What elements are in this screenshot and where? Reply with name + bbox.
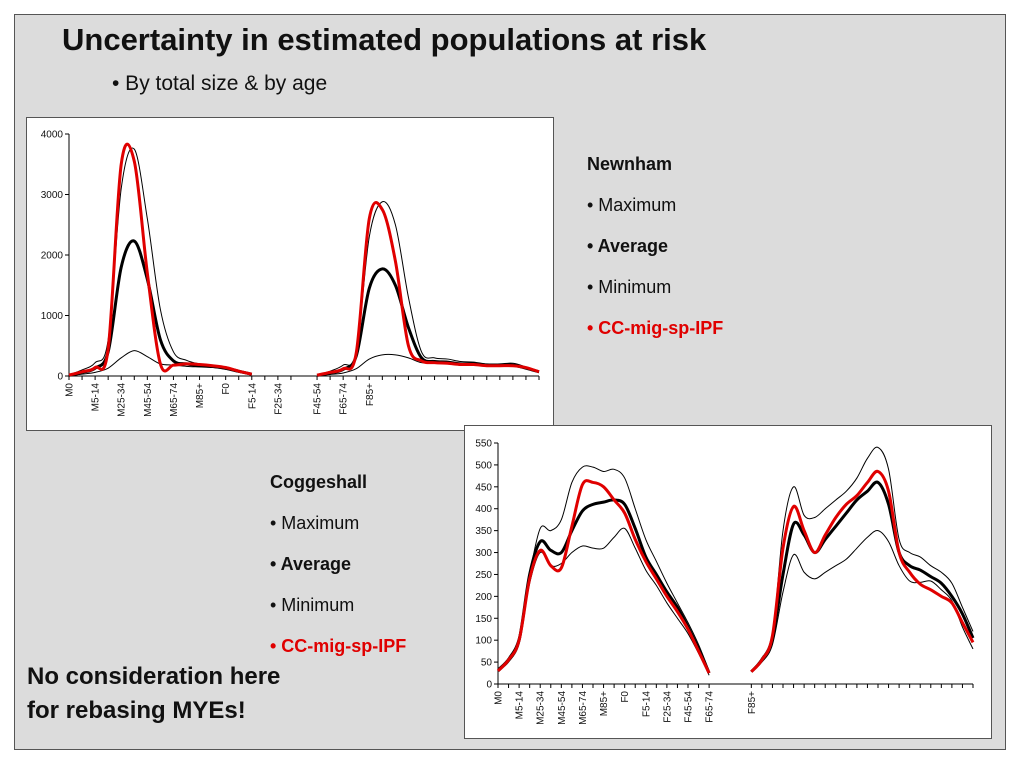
newnham-legend: Newnham • Maximum • Average • Minimum • … [587, 154, 723, 359]
x-tick-label: M45-54 [143, 383, 154, 417]
x-tick-label: F45-54 [313, 383, 324, 415]
legend-item-minimum: • Minimum [270, 595, 355, 615]
y-tick-label: 200 [475, 592, 492, 603]
y-tick-label: 450 [475, 482, 492, 493]
legend-item-maximum: • Maximum [270, 513, 360, 533]
x-tick-label: M5-14 [515, 691, 526, 720]
x-tick-label: M25-34 [117, 383, 128, 417]
y-tick-label: 300 [475, 548, 492, 559]
series-line-average-f [316, 267, 540, 377]
x-tick-label: F85+ [747, 691, 758, 714]
series-line-maximum-f [316, 201, 540, 376]
x-tick-label: F65-74 [705, 691, 716, 723]
x-tick-label: M25-34 [536, 691, 547, 725]
y-tick-label: 4000 [41, 130, 64, 141]
y-tick-label: 50 [481, 658, 493, 669]
x-tick-label: F0 [221, 383, 232, 395]
y-tick-label: 0 [57, 372, 63, 383]
x-tick-label: M85+ [599, 691, 610, 716]
series-line-maximum-f [750, 446, 974, 672]
y-tick-label: 150 [475, 614, 492, 625]
x-tick-label: M85+ [195, 383, 206, 408]
legend-item-average: • Average [587, 236, 669, 256]
newnham-chart-svg: 0 1000 2000 3000 4000 M0 M5-14 M25-34 M45-54 M65-… [41, 130, 540, 417]
y-tick-label: 500 [475, 460, 492, 471]
x-tick-label: F25-34 [662, 691, 673, 723]
x-tick-label: F5-14 [247, 383, 258, 410]
y-tick-label: 3000 [41, 190, 64, 201]
x-tick-label: M0 [494, 691, 505, 705]
y-tick-label: 2000 [41, 251, 64, 262]
series-line-minimum-f [750, 530, 974, 673]
y-tick-label: 0 [486, 680, 492, 691]
y-tick-label: 400 [475, 504, 492, 515]
note-line-2: for rebasing MYEs! [27, 697, 246, 724]
x-tick-label: F85+ [365, 383, 376, 406]
note-line-1: No consideration here [27, 663, 281, 690]
x-tick-label: M5-14 [91, 383, 102, 412]
x-tick-label: M0 [65, 383, 76, 397]
x-tick-label: M45-54 [557, 691, 568, 725]
y-tick-label: 100 [475, 636, 492, 647]
coggeshall-chart-svg: 0 50 100 150 200 250 300 350 400 450 500 550 M0 M5-14… [475, 439, 975, 725]
slide-title: Uncertainty in estimated populations at … [62, 22, 707, 57]
series-line-cc-mig-sp-ipf-f [750, 469, 975, 673]
coggeshall-chart: 0 50 100 150 200 250 300 350 400 450 500 550 M0 M5-14… [464, 425, 992, 739]
legend-item-average: • Average [270, 554, 352, 574]
newnham-chart: 0 1000 2000 3000 4000 M0 M5-14 M25-34 M45-54 M65-… [26, 117, 554, 431]
series-line-cc-mig-sp-ipf-m [496, 479, 711, 674]
y-tick-label: 1000 [41, 311, 64, 322]
x-tick-label: M65-74 [169, 383, 180, 417]
x-tick-label: M65-74 [578, 691, 589, 725]
x-tick-label: F65-74 [339, 383, 350, 415]
series-line-cc-mig-sp-ipf-m [68, 142, 253, 377]
legend-item-maximum: • Maximum [587, 195, 677, 215]
legend-item-ipf: • CC-mig-sp-IPF [270, 636, 407, 656]
x-tick-label: F25-34 [273, 383, 284, 415]
series-line-minimum-m [497, 527, 710, 676]
legend-heading-coggeshall: Coggeshall [270, 472, 368, 492]
note-text: No consideration here for rebasing MYEs! [27, 660, 280, 728]
slide-subtitle: • By total size & by age [112, 72, 328, 95]
legend-heading-newnham: Newnham [587, 154, 673, 174]
y-tick-label: 350 [475, 526, 492, 537]
legend-item-ipf: • CC-mig-sp-IPF [587, 318, 724, 338]
x-tick-label: F0 [620, 691, 631, 703]
series-line-cc-mig-sp-ipf-f [316, 201, 540, 377]
x-tick-label: F5-14 [641, 691, 652, 718]
series-line-average-f [750, 480, 975, 673]
x-tick-label: F45-54 [684, 691, 695, 723]
y-tick-label: 550 [475, 439, 492, 450]
y-tick-label: 250 [475, 570, 492, 581]
coggeshall-legend: Coggeshall • Maximum • Average • Minimum… [270, 472, 406, 677]
legend-item-minimum: • Minimum [587, 277, 672, 297]
